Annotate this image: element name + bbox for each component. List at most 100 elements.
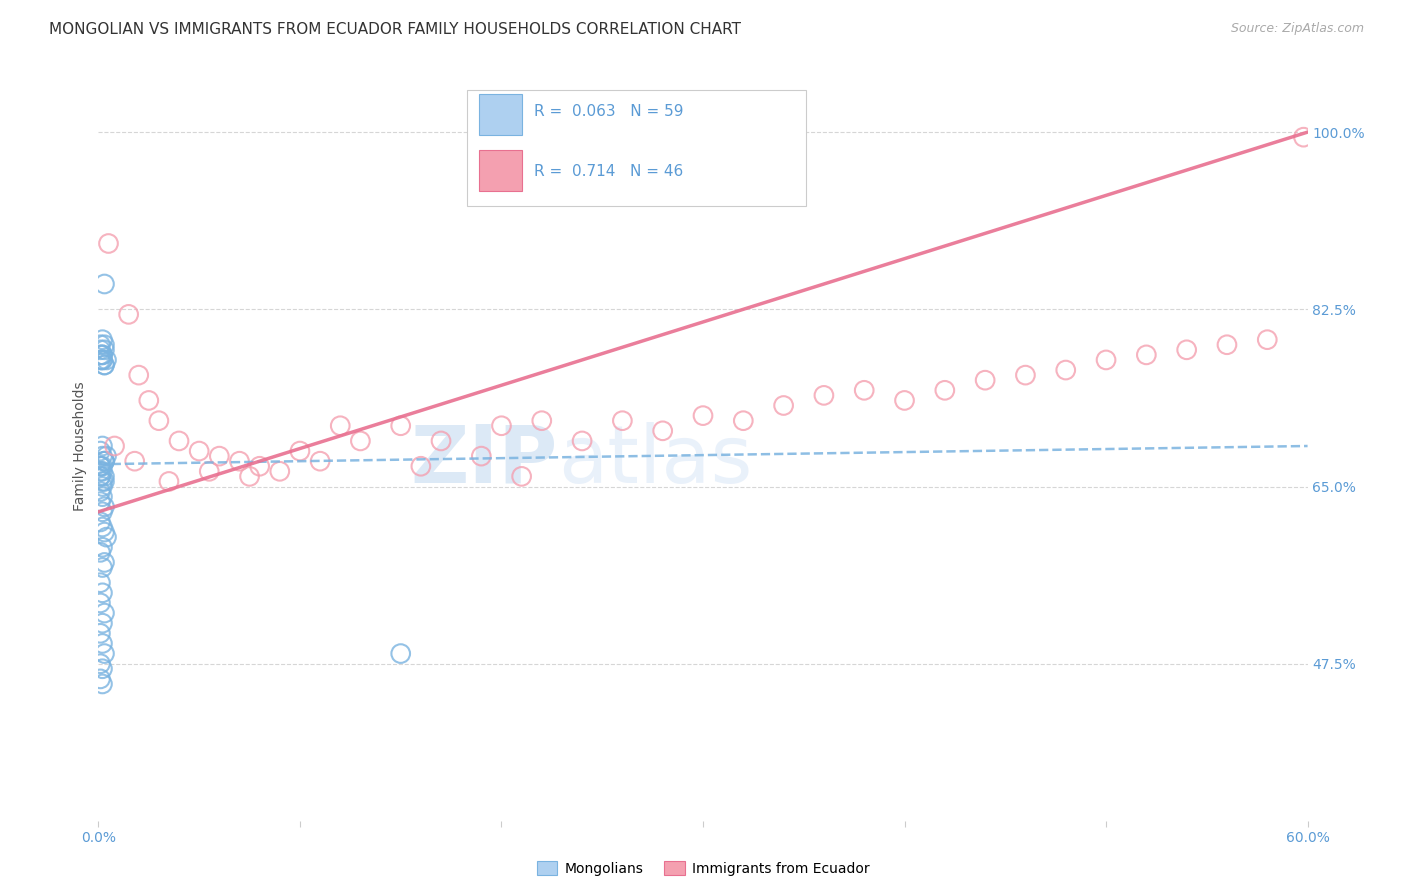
Point	[93, 343, 115, 357]
Point	[93, 524, 115, 539]
Point	[91, 439, 114, 453]
Point	[89, 469, 111, 483]
Point	[430, 434, 453, 448]
Point	[91, 616, 114, 631]
Point	[1216, 337, 1239, 351]
Point	[208, 449, 231, 463]
Point	[124, 454, 146, 468]
Point	[91, 475, 114, 489]
Point	[91, 348, 114, 362]
Point	[167, 434, 190, 448]
Point	[409, 459, 432, 474]
Point	[91, 560, 114, 574]
Point	[91, 505, 114, 519]
Point	[89, 464, 111, 478]
Text: MONGOLIAN VS IMMIGRANTS FROM ECUADOR FAMILY HOUSEHOLDS CORRELATION CHART: MONGOLIAN VS IMMIGRANTS FROM ECUADOR FAM…	[49, 22, 741, 37]
Point	[103, 439, 125, 453]
Point	[93, 454, 115, 468]
Point	[91, 541, 114, 555]
Point	[91, 677, 114, 691]
Legend: Mongolians, Immigrants from Ecuador: Mongolians, Immigrants from Ecuador	[531, 855, 875, 881]
Text: atlas: atlas	[558, 422, 752, 500]
Point	[96, 530, 118, 544]
Point	[491, 418, 513, 433]
Point	[93, 500, 115, 514]
Point	[288, 444, 311, 458]
Point	[93, 358, 115, 372]
Point	[93, 454, 115, 468]
Point	[349, 434, 371, 448]
Point	[91, 449, 114, 463]
Point	[89, 626, 111, 640]
Point	[470, 449, 492, 463]
Point	[571, 434, 593, 448]
Point	[89, 657, 111, 671]
Point	[148, 414, 170, 428]
Point	[93, 475, 115, 489]
Point	[157, 475, 180, 489]
Point	[89, 459, 111, 474]
Point	[138, 393, 160, 408]
Point	[91, 636, 114, 650]
Point	[309, 454, 332, 468]
Point	[1095, 353, 1118, 368]
Point	[934, 384, 956, 398]
Point	[89, 545, 111, 559]
Point	[510, 469, 533, 483]
Point	[198, 464, 221, 478]
Point	[974, 373, 997, 387]
Point	[93, 647, 115, 661]
Point	[89, 515, 111, 529]
Point	[853, 384, 876, 398]
Point	[813, 388, 835, 402]
Point	[93, 556, 115, 570]
Point	[733, 414, 755, 428]
Point	[118, 307, 141, 321]
Point	[651, 424, 673, 438]
Point	[389, 418, 412, 433]
Point	[91, 464, 114, 478]
Point	[93, 337, 115, 351]
Point	[96, 353, 118, 368]
Point	[93, 277, 115, 291]
Point	[692, 409, 714, 423]
Point	[772, 399, 794, 413]
Point	[329, 418, 352, 433]
Point	[91, 348, 114, 362]
Point	[93, 469, 115, 483]
Point	[239, 469, 262, 483]
Point	[89, 343, 111, 357]
Point	[893, 393, 915, 408]
Point	[91, 520, 114, 534]
Point	[91, 459, 114, 474]
Text: ZIP: ZIP	[411, 422, 558, 500]
Point	[89, 596, 111, 610]
Point	[93, 358, 115, 372]
Point	[91, 353, 114, 368]
Point	[89, 348, 111, 362]
Point	[389, 647, 412, 661]
Point	[1135, 348, 1157, 362]
Point	[1175, 343, 1198, 357]
Y-axis label: Family Households: Family Households	[73, 381, 87, 511]
Text: R =  0.063   N = 59: R = 0.063 N = 59	[534, 103, 683, 119]
Point	[91, 490, 114, 504]
Point	[93, 606, 115, 620]
Point	[1292, 130, 1315, 145]
Point	[93, 454, 115, 468]
Point	[91, 662, 114, 676]
Point	[89, 494, 111, 508]
Point	[89, 353, 111, 368]
Point	[91, 333, 114, 347]
Point	[188, 444, 211, 458]
Point	[228, 454, 250, 468]
Point	[269, 464, 291, 478]
Point	[128, 368, 150, 383]
Point	[89, 337, 111, 351]
Point	[89, 459, 111, 474]
Point	[97, 236, 120, 251]
Text: R =  0.714   N = 46: R = 0.714 N = 46	[534, 163, 683, 178]
Point	[91, 479, 114, 493]
Bar	[479, 94, 522, 135]
FancyBboxPatch shape	[467, 90, 806, 206]
